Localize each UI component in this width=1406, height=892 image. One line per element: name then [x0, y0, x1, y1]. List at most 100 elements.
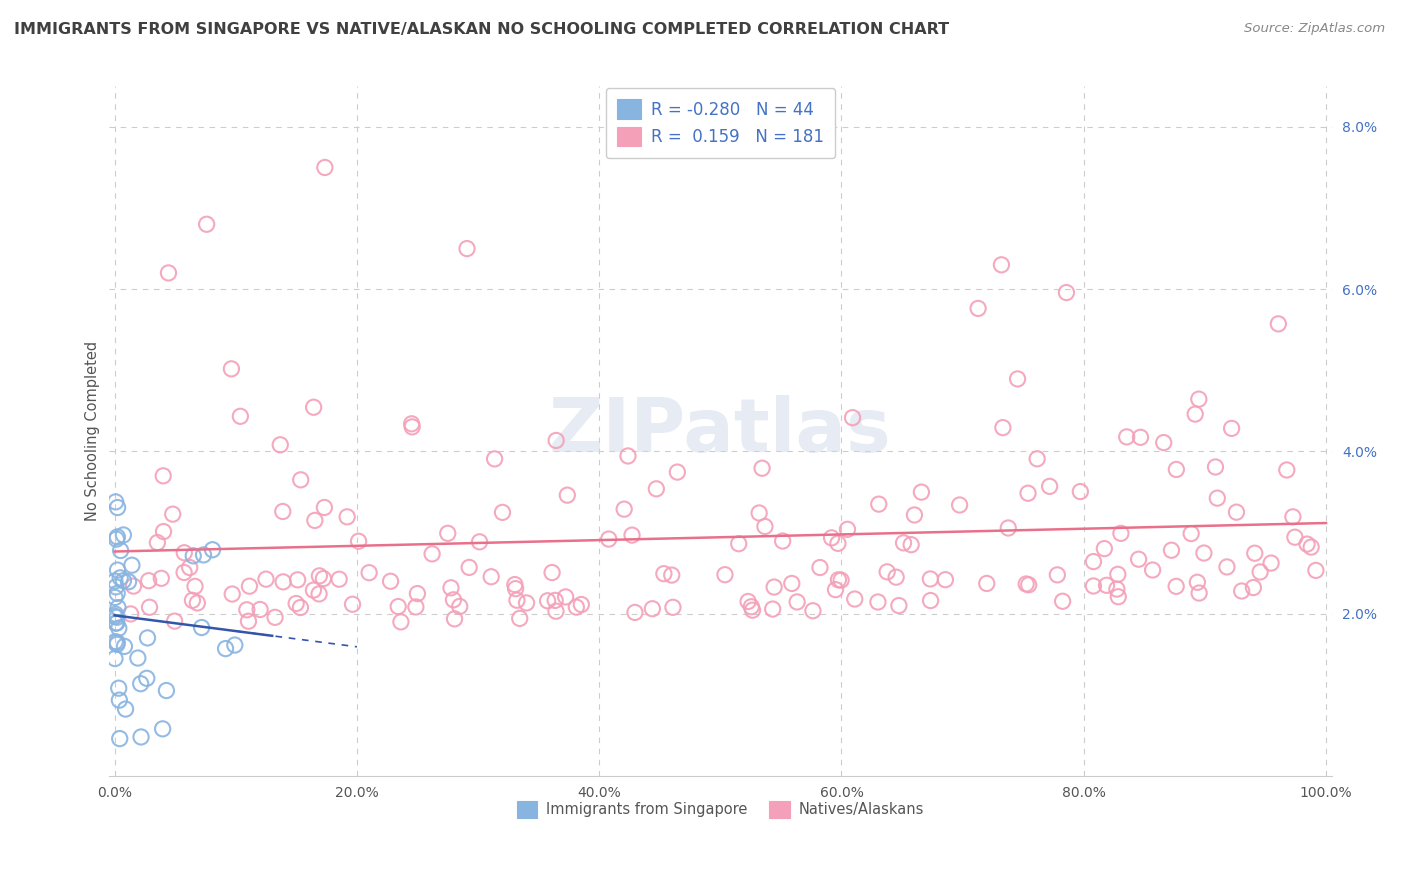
Point [1260, 556, 1282, 570]
Point [1015, 577, 1038, 591]
Point [903, 508, 925, 522]
Point [1115, 430, 1137, 444]
Point [949, 498, 972, 512]
Point [866, 595, 889, 609]
Point [990, 258, 1012, 272]
Point [887, 599, 910, 613]
Point [740, 599, 762, 614]
Point [884, 570, 907, 584]
Point [1083, 555, 1105, 569]
Point [544, 593, 567, 607]
Point [114, 702, 136, 716]
Point [336, 509, 359, 524]
Point [741, 603, 763, 617]
Point [1018, 578, 1040, 592]
Point [136, 631, 159, 645]
Point [1206, 491, 1229, 505]
Point [772, 534, 794, 549]
Point [107, 500, 129, 515]
Point [238, 614, 260, 628]
Point [129, 730, 152, 744]
Point [1109, 526, 1132, 541]
Point [162, 507, 184, 521]
Point [1243, 546, 1265, 560]
Point [420, 547, 443, 561]
Point [910, 485, 932, 500]
Point [135, 671, 157, 685]
Point [827, 536, 849, 550]
Text: Source: ZipAtlas.com: Source: ZipAtlas.com [1244, 22, 1385, 36]
Point [1267, 317, 1289, 331]
Point [662, 600, 685, 615]
Point [271, 504, 294, 518]
Point [868, 497, 890, 511]
Point [214, 641, 236, 656]
Point [893, 536, 915, 550]
Point [193, 548, 215, 562]
Point [1230, 584, 1253, 599]
Point [780, 576, 803, 591]
Point [314, 500, 336, 515]
Point [541, 566, 564, 580]
Point [302, 401, 325, 415]
Point [173, 566, 195, 580]
Point [1216, 560, 1239, 574]
Point [401, 417, 423, 431]
Point [967, 301, 990, 316]
Point [645, 482, 668, 496]
Point [104, 574, 127, 588]
Point [830, 573, 852, 587]
Point [138, 574, 160, 588]
Point [837, 522, 859, 536]
Point [269, 438, 291, 452]
Point [1187, 575, 1209, 590]
Point [544, 604, 567, 618]
Point [536, 594, 558, 608]
Point [152, 722, 174, 736]
Point [666, 465, 689, 479]
Point [285, 597, 308, 611]
Point [1220, 421, 1243, 435]
Point [920, 593, 942, 607]
Text: IMMIGRANTS FROM SINGAPORE VS NATIVE/ALASKAN NO SCHOOLING COMPLETED CORRELATION C: IMMIGRANTS FROM SINGAPORE VS NATIVE/ALAS… [14, 22, 949, 37]
Point [380, 574, 402, 589]
Point [443, 612, 465, 626]
Point [509, 611, 531, 625]
Point [104, 591, 127, 605]
Point [827, 573, 849, 587]
Point [138, 600, 160, 615]
Point [456, 242, 478, 256]
Point [1153, 435, 1175, 450]
Point [1026, 451, 1049, 466]
Point [1069, 484, 1091, 499]
Point [105, 586, 128, 600]
Point [312, 572, 335, 586]
Point [1142, 563, 1164, 577]
Point [1129, 430, 1152, 444]
Point [107, 681, 129, 695]
Point [229, 409, 252, 424]
Point [458, 560, 481, 574]
Point [271, 574, 294, 589]
Point [991, 420, 1014, 434]
Point [122, 579, 145, 593]
Point [808, 560, 831, 574]
Point [1017, 486, 1039, 500]
Point [661, 568, 683, 582]
Point [104, 609, 127, 624]
Point [1204, 460, 1226, 475]
Point [844, 592, 866, 607]
Point [1180, 526, 1202, 541]
Y-axis label: No Schooling Completed: No Schooling Completed [86, 341, 100, 521]
Point [104, 495, 127, 509]
Point [1188, 392, 1211, 406]
Point [1301, 540, 1323, 554]
Point [328, 572, 350, 586]
Point [900, 538, 922, 552]
Point [1296, 537, 1319, 551]
Point [1188, 586, 1211, 600]
Point [1107, 567, 1129, 582]
Point [238, 579, 260, 593]
Point [748, 506, 770, 520]
Point [108, 693, 131, 707]
